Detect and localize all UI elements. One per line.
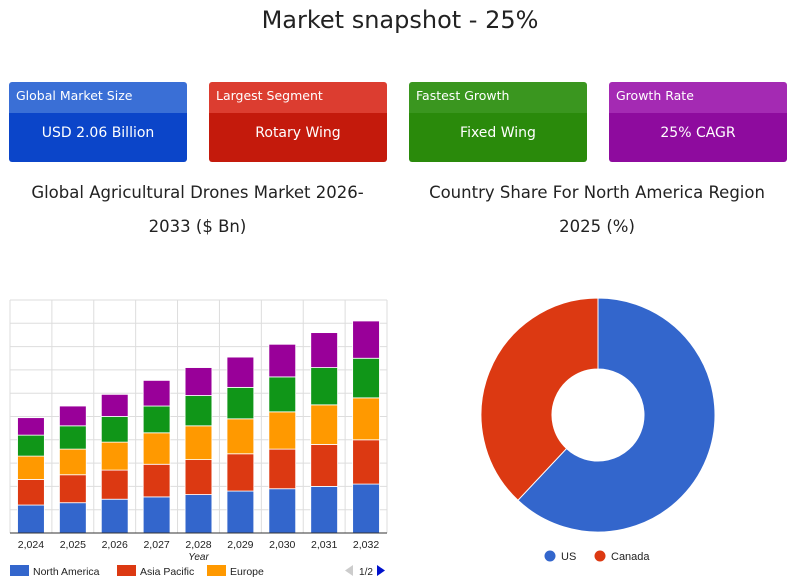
- bar-segment: [352, 320, 380, 359]
- bar-segment: [352, 439, 380, 485]
- bar-segment: [310, 485, 338, 534]
- bar-segment: [184, 494, 213, 534]
- bar-segment: [59, 474, 87, 504]
- bar-segment: [100, 498, 129, 534]
- legend-label: Europe: [230, 566, 264, 578]
- bar-segment: [17, 504, 45, 534]
- legend-label: Asia Pacific: [140, 566, 194, 578]
- donut-chart: US Canada: [480, 297, 716, 563]
- legend-label: Canada: [611, 551, 650, 563]
- bar-segment: [142, 379, 171, 407]
- card-value: Fixed Wing: [409, 113, 587, 162]
- bar-segment: [226, 453, 255, 492]
- bar-segment: [17, 434, 45, 457]
- legend-label: North America: [33, 566, 100, 578]
- bar-segment: [268, 411, 297, 450]
- card-value: Rotary Wing: [209, 113, 387, 162]
- legend-next-icon: [377, 565, 385, 576]
- legend-page: 1/2: [359, 567, 373, 578]
- legend-swatch: [10, 565, 29, 576]
- bar-segment: [226, 490, 255, 534]
- legend-swatch: [594, 550, 606, 562]
- bar-segment: [268, 488, 297, 534]
- bar-segment: [268, 448, 297, 490]
- x-tick-label: 2,032: [353, 539, 379, 551]
- card-label: Largest Segment: [209, 82, 387, 113]
- donut-chart-title: Country Share For North America Region 2…: [429, 183, 765, 236]
- bar-segment: [268, 376, 297, 413]
- x-axis-label: Year: [188, 552, 209, 563]
- bar-segment: [352, 483, 380, 534]
- bar-segment: [226, 386, 255, 420]
- bar-segment: [142, 463, 171, 498]
- card-label: Fastest Growth: [409, 82, 587, 113]
- x-tick-label: 2,025: [60, 539, 86, 551]
- bar-segment: [184, 459, 213, 495]
- legend-swatch: [544, 550, 556, 562]
- stat-card-market-size: Global Market Size USD 2.06 Billion: [9, 82, 187, 162]
- bar-segment: [184, 425, 213, 461]
- stat-card-growth-rate: Growth Rate 25% CAGR: [609, 82, 787, 162]
- legend-label: US: [561, 551, 576, 563]
- x-tick-label: 2,026: [102, 539, 128, 551]
- bar-segment: [310, 444, 338, 487]
- bar-segment: [100, 393, 129, 417]
- bar-segment: [310, 404, 338, 445]
- page-title: Market snapshot - 25%: [261, 6, 539, 34]
- card-label: Growth Rate: [609, 82, 787, 113]
- donut-slice: [480, 297, 599, 501]
- x-tick-label: 2,024: [18, 539, 44, 551]
- bar-segment: [100, 469, 129, 500]
- bar-segment: [184, 367, 213, 396]
- bar-segment: [59, 448, 87, 476]
- bar-segment: [226, 418, 255, 455]
- bar-segment: [226, 356, 255, 388]
- bar-segment: [17, 479, 45, 506]
- x-tick-label: 2,030: [269, 539, 295, 551]
- x-tick-label: 2,027: [143, 539, 169, 551]
- donut-slice: [517, 297, 716, 533]
- legend-prev-icon: [345, 565, 353, 576]
- bar-segment: [59, 425, 87, 450]
- bar-segment: [100, 416, 129, 443]
- card-label: Global Market Size: [9, 82, 187, 113]
- card-value: USD 2.06 Billion: [9, 113, 187, 162]
- bar-segment: [59, 502, 87, 534]
- bar-chart-title: Global Agricultural Drones Market 2026-2…: [31, 183, 364, 236]
- x-tick-label: 2,029: [227, 539, 253, 551]
- card-value: 25% CAGR: [609, 113, 787, 162]
- bar-segment: [17, 417, 45, 436]
- bar-segment: [268, 343, 297, 378]
- legend-swatch: [117, 565, 136, 576]
- x-tick-label: 2,028: [185, 539, 211, 551]
- bar-segment: [310, 367, 338, 406]
- x-tick-label: 2,031: [311, 539, 337, 551]
- bar-segment: [17, 455, 45, 480]
- bar-segment: [142, 405, 171, 434]
- bar-segment: [184, 395, 213, 427]
- bar-segment: [352, 397, 380, 441]
- stacked-bar-chart: 2,024 2,025 2,026 2,027 2,028 2,029 2,030 2,031…: [9, 299, 388, 578]
- stat-card-largest-segment: Largest Segment Rotary Wing: [209, 82, 387, 162]
- bar-segment: [100, 441, 129, 471]
- stat-card-fastest-growth: Fastest Growth Fixed Wing: [409, 82, 587, 162]
- legend-swatch: [207, 565, 226, 576]
- bar-segment: [352, 357, 380, 399]
- bar-segment: [310, 332, 338, 368]
- bar-segment: [142, 432, 171, 465]
- bar-segment: [59, 405, 87, 427]
- bar-segment: [142, 496, 171, 534]
